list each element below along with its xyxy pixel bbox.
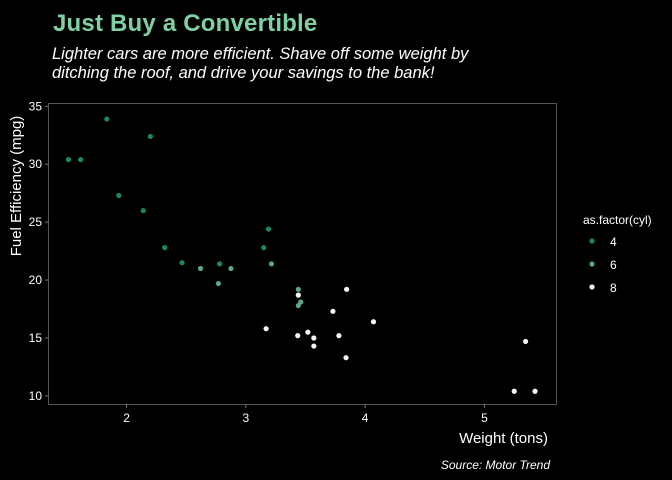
legend-items: 4 6 8 <box>589 235 617 295</box>
y-axis-title: Fuel Efficiency (mpg) <box>8 116 25 257</box>
x-axis-title: Weight (tons) <box>459 430 548 447</box>
legend-key-8 <box>589 284 595 290</box>
legend-label-4: 4 <box>610 235 617 249</box>
data-point-cyl-6 <box>295 302 301 309</box>
plot-panel <box>48 103 557 405</box>
data-point-cyl-8 <box>311 335 317 341</box>
data-point-cyl-6 <box>268 261 275 267</box>
data-point-cyl-8 <box>295 292 301 298</box>
y-axis-ticks: 10 15 20 25 30 35 <box>29 99 49 403</box>
data-point-cyl-8 <box>311 343 317 349</box>
legend-label-6: 6 <box>610 258 617 272</box>
data-points <box>65 116 538 394</box>
chart-caption: Source: Motor Trend <box>440 458 550 472</box>
data-point-cyl-4 <box>265 226 272 232</box>
data-point-cyl-6 <box>197 265 204 272</box>
data-point-cyl-4 <box>140 207 146 214</box>
legend-key-4 <box>589 238 595 244</box>
data-point-cyl-8 <box>370 319 377 325</box>
data-point-cyl-4 <box>147 133 153 140</box>
data-point-cyl-6 <box>215 280 221 287</box>
y-tick-label: 25 <box>29 215 43 229</box>
x-tick-label: 3 <box>242 411 249 425</box>
data-point-cyl-4 <box>179 260 185 266</box>
x-axis-ticks: 2 3 4 5 <box>123 404 488 425</box>
data-point-cyl-8 <box>336 333 342 339</box>
data-point-cyl-8 <box>330 308 336 314</box>
data-point-cyl-8 <box>344 286 350 292</box>
data-point-cyl-4 <box>216 261 223 267</box>
data-point-cyl-8 <box>305 329 311 335</box>
y-tick-label: 15 <box>29 331 43 345</box>
data-point-cyl-4 <box>261 245 267 251</box>
y-tick-label: 20 <box>29 273 43 287</box>
data-point-cyl-4 <box>65 156 72 163</box>
data-point-cyl-6 <box>295 286 301 292</box>
data-point-cyl-8 <box>532 388 538 394</box>
data-point-cyl-4 <box>116 192 122 199</box>
y-tick-label: 35 <box>29 99 43 113</box>
y-tick-label: 30 <box>29 157 43 171</box>
data-point-cyl-4 <box>104 116 110 122</box>
data-point-cyl-6 <box>228 265 234 272</box>
legend-key-6 <box>589 261 595 267</box>
legend: as.factor(cyl) 4 6 8 <box>583 213 652 295</box>
chart-subtitle: Lighter cars are more efficient. Shave o… <box>52 45 469 82</box>
data-point-cyl-8 <box>263 326 269 332</box>
legend-title: as.factor(cyl) <box>583 213 652 227</box>
x-tick-label: 2 <box>123 411 130 425</box>
data-point-cyl-8 <box>295 333 301 339</box>
data-point-cyl-8 <box>511 388 517 394</box>
data-point-cyl-8 <box>522 338 529 345</box>
y-tick-label: 10 <box>29 389 43 403</box>
data-point-cyl-8 <box>343 355 349 361</box>
chart-title: Just Buy a Convertible <box>53 10 318 37</box>
legend-label-8: 8 <box>610 281 617 295</box>
data-point-cyl-4 <box>162 245 168 251</box>
x-tick-label: 4 <box>362 411 369 425</box>
x-tick-label: 5 <box>481 411 488 425</box>
data-point-cyl-4 <box>78 156 84 163</box>
